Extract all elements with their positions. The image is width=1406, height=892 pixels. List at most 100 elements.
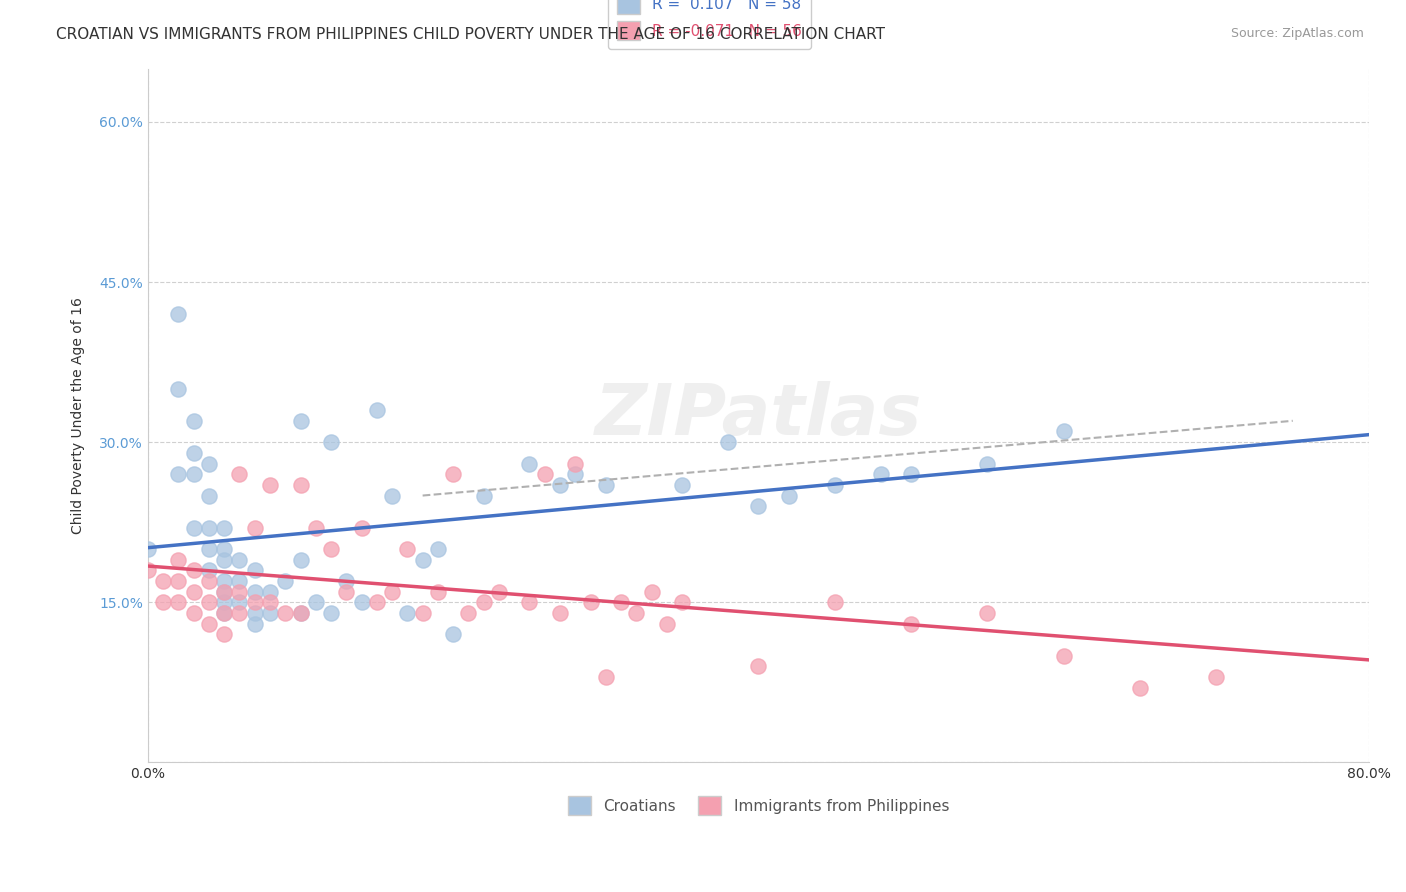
Point [717,435,740,450]
Point [488,584,510,599]
Point [747,659,769,673]
Point [976,457,998,471]
Point [183,584,205,599]
Point [228,574,250,588]
Point [212,584,235,599]
Point [396,541,419,556]
Point [183,446,205,460]
Point [167,595,190,609]
Point [655,616,678,631]
Point [426,541,449,556]
Point [412,606,434,620]
Text: ZIPatlas: ZIPatlas [595,381,922,450]
Point [426,584,449,599]
Y-axis label: Child Poverty Under the Age of 16: Child Poverty Under the Age of 16 [72,297,86,534]
Point [335,574,357,588]
Point [869,467,891,482]
Text: Source: ZipAtlas.com: Source: ZipAtlas.com [1230,27,1364,40]
Point [671,478,693,492]
Point [396,606,419,620]
Legend: Croatians, Immigrants from Philippines: Croatians, Immigrants from Philippines [558,788,959,824]
Point [457,606,479,620]
Point [167,467,190,482]
Point [228,552,250,566]
Point [1205,670,1227,684]
Point [824,595,846,609]
Point [290,552,312,566]
Point [290,606,312,620]
Point [167,307,190,321]
Point [212,520,235,534]
Point [412,552,434,566]
Point [900,616,922,631]
Point [228,584,250,599]
Point [212,595,235,609]
Point [305,520,328,534]
Point [136,563,159,577]
Point [259,595,281,609]
Point [259,478,281,492]
Point [778,489,800,503]
Point [243,616,266,631]
Point [259,584,281,599]
Point [136,541,159,556]
Point [183,414,205,428]
Point [167,552,190,566]
Point [671,595,693,609]
Point [900,467,922,482]
Point [198,563,221,577]
Point [198,457,221,471]
Point [548,606,571,620]
Point [212,627,235,641]
Point [381,489,404,503]
Point [212,584,235,599]
Point [595,478,617,492]
Point [290,414,312,428]
Point [183,520,205,534]
Point [366,403,388,417]
Point [319,606,342,620]
Point [381,584,404,599]
Point [1053,648,1076,663]
Point [548,478,571,492]
Point [167,382,190,396]
Point [259,606,281,620]
Point [212,552,235,566]
Point [152,595,174,609]
Point [441,467,464,482]
Point [212,574,235,588]
Point [167,574,190,588]
Point [243,584,266,599]
Point [824,478,846,492]
Point [1053,425,1076,439]
Point [595,670,617,684]
Point [350,520,373,534]
Point [533,467,555,482]
Point [519,595,541,609]
Point [152,574,174,588]
Point [274,574,297,588]
Point [610,595,633,609]
Point [212,606,235,620]
Point [183,467,205,482]
Point [519,457,541,471]
Point [212,606,235,620]
Point [183,563,205,577]
Point [243,563,266,577]
Point [319,541,342,556]
Point [198,520,221,534]
Point [640,584,662,599]
Point [747,500,769,514]
Point [1129,681,1152,695]
Point [564,457,586,471]
Point [350,595,373,609]
Point [243,595,266,609]
Point [472,489,495,503]
Point [198,574,221,588]
Point [198,541,221,556]
Point [564,467,586,482]
Point [441,627,464,641]
Point [243,606,266,620]
Point [212,541,235,556]
Point [243,520,266,534]
